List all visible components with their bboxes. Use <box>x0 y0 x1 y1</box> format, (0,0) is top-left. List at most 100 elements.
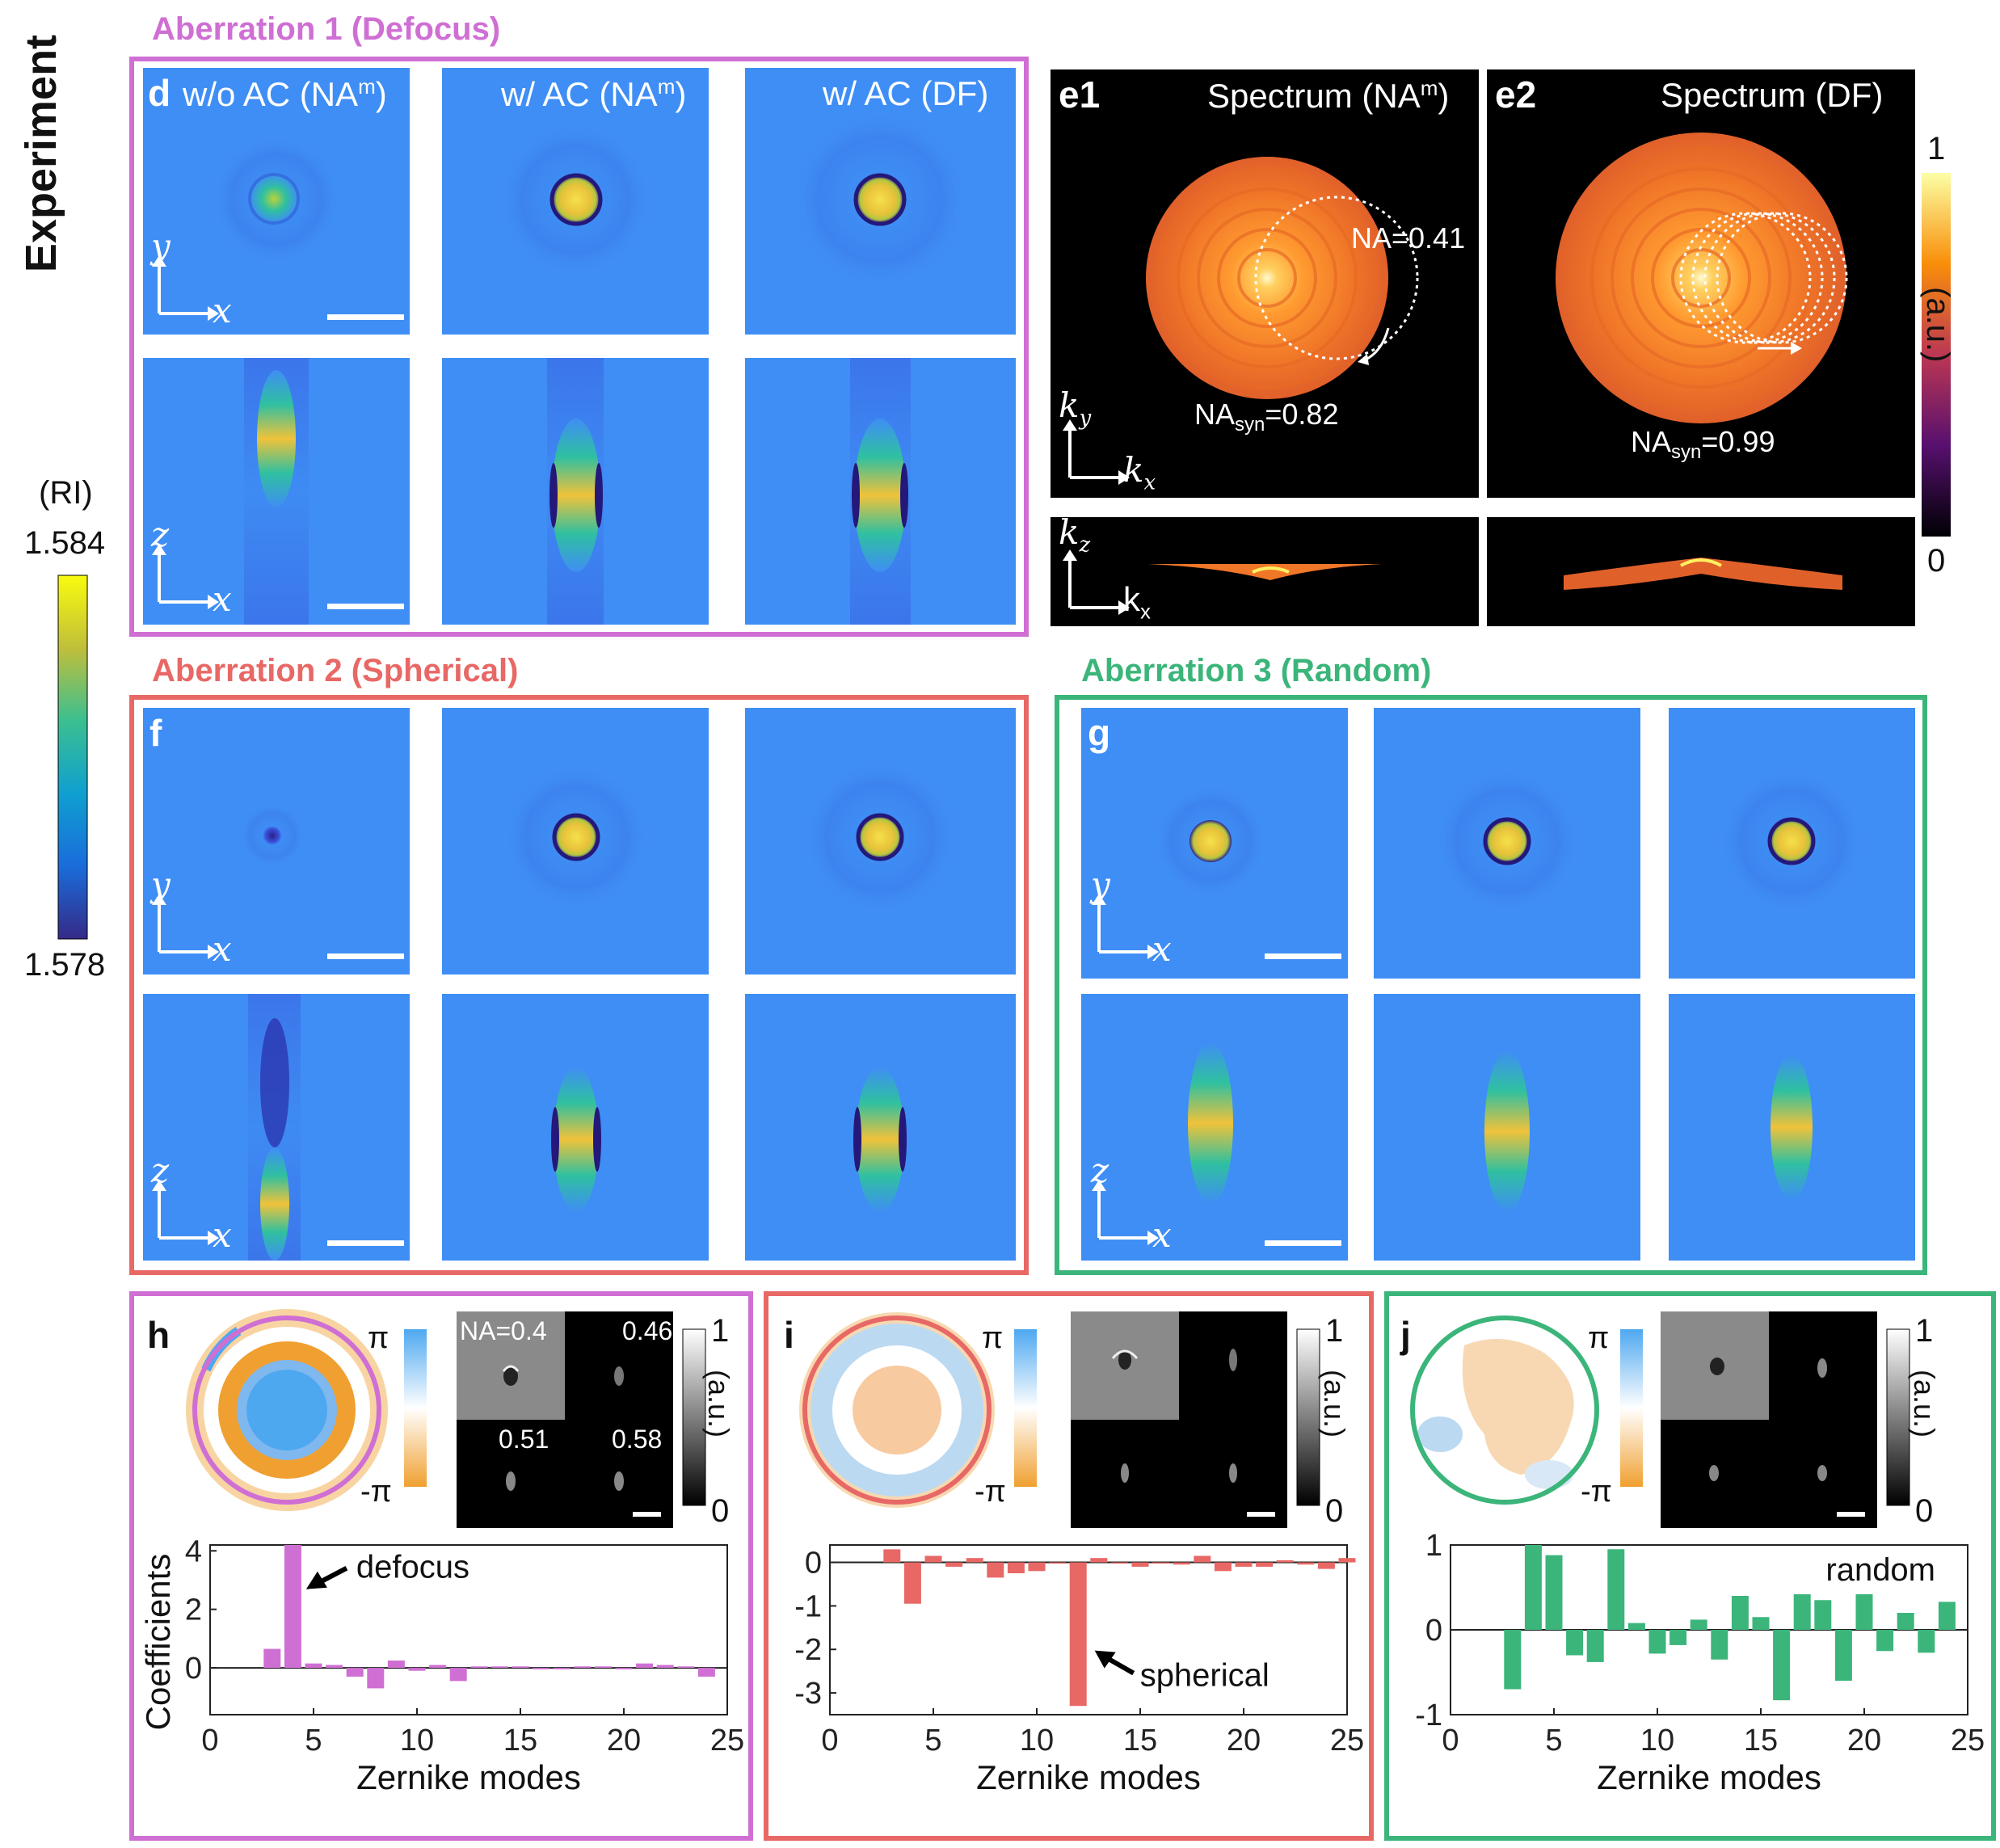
bar-h-mode-18 <box>574 1666 592 1669</box>
d-xz-w-ac-df <box>745 358 1016 625</box>
d-col3-title: w/ AC (DF) <box>823 74 989 112</box>
bar-j-mode-5 <box>1545 1555 1563 1630</box>
bar-j-mode-15 <box>1752 1617 1770 1630</box>
h-scalebar <box>633 1512 661 1517</box>
bar-j-mode-12 <box>1690 1619 1707 1630</box>
bar-h-mode-17 <box>553 1668 571 1669</box>
xtick-label-i-10: 10 <box>1020 1724 1054 1757</box>
i-neg-pi-label: -π <box>975 1475 1006 1509</box>
xtick-label-j-15: 15 <box>1744 1724 1778 1757</box>
bar-j-mode-24 <box>1938 1602 1956 1630</box>
panel-j-letter: j <box>1400 1314 1411 1356</box>
i-scalebar <box>1247 1512 1275 1517</box>
aberration1-frame <box>129 57 1029 637</box>
g-xy-w-ac-df <box>1669 708 1915 979</box>
bar-h-mode-23 <box>677 1666 695 1669</box>
h-na-label-4: 0.58 <box>612 1425 663 1454</box>
h-na-label-1: NA=0.4 <box>460 1316 547 1345</box>
d-xy-scalebar <box>327 314 404 320</box>
e1-k-axis: ky kx <box>1059 385 1156 495</box>
i-spherical-arrowhead <box>1094 1650 1116 1669</box>
xtick-label-h-20: 20 <box>607 1724 641 1757</box>
h-defocus-annotation: defocus <box>356 1550 469 1585</box>
e2-spectrum-plot <box>1556 133 1848 423</box>
e1-kz-axis: kz kx <box>1059 517 1151 624</box>
e-colorbar-max: 1 <box>1927 131 1946 166</box>
j-random-annotation: random <box>1825 1552 1935 1588</box>
bar-i-mode-23 <box>1297 1562 1315 1565</box>
ytick-label-j-0: 0 <box>1425 1614 1442 1648</box>
j-cb-max: 1 <box>1915 1313 1934 1349</box>
bar-i-mode-20 <box>1235 1562 1253 1567</box>
bar-i-mode-6 <box>945 1562 963 1567</box>
panel-g-letter: g <box>1088 712 1111 754</box>
xtick-label-i-25: 25 <box>1330 1724 1364 1757</box>
d-xz-w-ac-nam <box>442 358 709 625</box>
bar-i-mode-25 <box>1338 1558 1356 1563</box>
bar-j-mode-13 <box>1711 1630 1728 1660</box>
bar-h-mode-5 <box>305 1663 322 1669</box>
bar-i-mode-15 <box>1131 1562 1149 1567</box>
bar-j-mode-20 <box>1855 1593 1873 1630</box>
panel-h-frame <box>129 1291 753 1841</box>
j-pi-label: π <box>1588 1321 1610 1355</box>
bar-j-mode-18 <box>1814 1600 1832 1630</box>
h-gray-colorbar <box>682 1328 706 1506</box>
g-xz-scalebar <box>1265 1240 1341 1246</box>
i-cb-max: 1 <box>1325 1313 1344 1349</box>
d-xy-w-ac-df <box>745 68 1016 335</box>
bar-j-mode-17 <box>1793 1593 1811 1630</box>
e-colorbar-min: 0 <box>1927 543 1946 579</box>
xtick-label-i-0: 0 <box>821 1724 838 1757</box>
bar-j-mode-8 <box>1607 1549 1625 1630</box>
ytick-label-h-0: 0 <box>185 1652 202 1686</box>
ytick-label-j-1: 1 <box>1425 1529 1442 1563</box>
e1-title: Spectrum (NAm) <box>1207 76 1450 115</box>
ytick-label-i-0: 0 <box>805 1547 822 1581</box>
bar-i-mode-5 <box>924 1555 942 1563</box>
bar-i-mode-10 <box>1028 1562 1046 1572</box>
bar-j-mode-14 <box>1731 1596 1749 1630</box>
j-phase-map <box>1410 1315 1599 1505</box>
bar-i-mode-19 <box>1214 1562 1232 1572</box>
xlabel-j: Zernike modes <box>1597 1758 1821 1796</box>
e-colorbar <box>1922 173 1951 537</box>
h-intensity-grid: NA=0.4 0.46 0.51 0.58 <box>457 1311 673 1528</box>
d-xy-w-ac-nam <box>442 68 709 335</box>
h-phase-map <box>186 1309 388 1511</box>
ytick-label-h-2: 2 <box>185 1593 202 1627</box>
e1-spectrum: e1 Spectrum (NAm) NA=0.41 NAsyn=0.82 ky k… <box>1051 69 1479 498</box>
xtick-label-i-15: 15 <box>1123 1724 1157 1757</box>
ytick-label-i--3: -3 <box>794 1677 822 1711</box>
bar-i-mode-9 <box>1007 1562 1025 1573</box>
j-cb-unit: (a.u.) <box>1908 1370 1941 1438</box>
i-gray-colorbar <box>1296 1328 1320 1506</box>
j-cb-min: 0 <box>1915 1493 1934 1529</box>
j-intensity-grid <box>1661 1311 1877 1528</box>
g-xy-w-ac-nam <box>1374 708 1640 979</box>
bar-i-mode-21 <box>1256 1562 1274 1567</box>
xlabel-h: Zernike modes <box>356 1758 581 1796</box>
i-zernike-bar-chart: 0 5 10 15 20 25 0 -1 -2 -3 Zernike modes spherical <box>794 1544 1364 1796</box>
bar-i-mode-12 <box>1069 1562 1087 1707</box>
ri-colorbar-label: (RI) <box>39 475 93 511</box>
bar-j-mode-4 <box>1524 1545 1542 1630</box>
f-xz-scalebar <box>327 1240 404 1246</box>
e2-letter: e2 <box>1495 74 1537 116</box>
g-xy-scalebar <box>1265 953 1341 959</box>
xtick-label-h-0: 0 <box>201 1724 218 1757</box>
h-cb-min: 0 <box>711 1493 730 1529</box>
g-xy-wo-ac <box>1081 708 1348 979</box>
aberration2-title: Aberration 2 (Spherical) <box>152 653 519 688</box>
bar-h-mode-7 <box>346 1668 364 1677</box>
f-xz-w-ac-nam <box>442 994 709 1261</box>
i-cb-min: 0 <box>1325 1493 1344 1529</box>
ytick-label-j--1: -1 <box>1415 1699 1442 1732</box>
bar-h-mode-22 <box>656 1665 674 1669</box>
h-neg-pi-label: -π <box>360 1475 392 1509</box>
bar-j-mode-9 <box>1627 1623 1645 1630</box>
